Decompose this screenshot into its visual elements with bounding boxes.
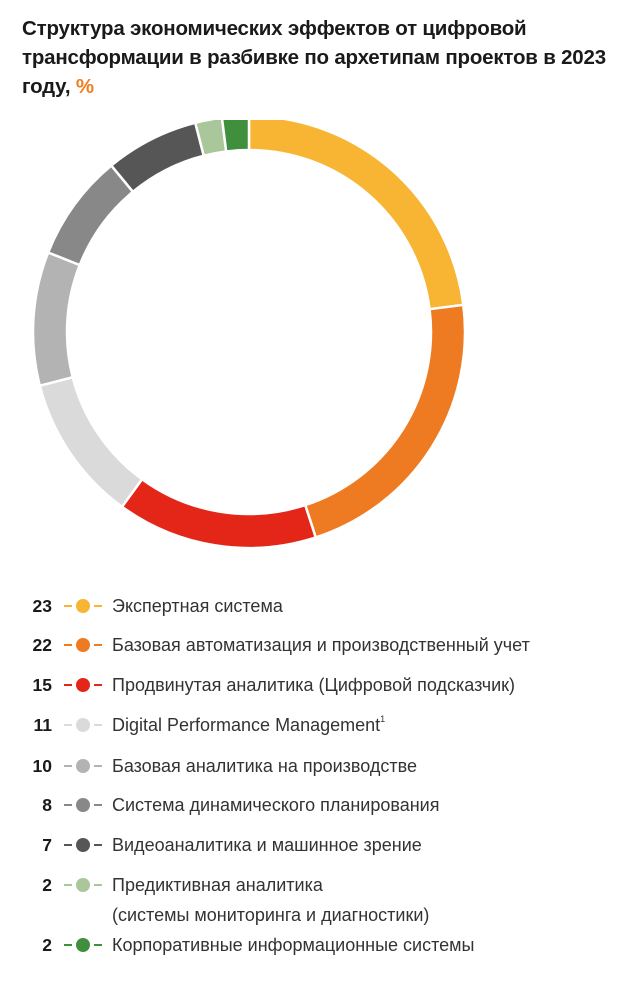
legend-item: 15 Продвинутая аналитика (Цифровой подска… <box>0 670 639 700</box>
donut-slice-7 <box>109 121 206 194</box>
legend-item: 2 Корпоративные информационные системы <box>0 930 639 960</box>
legend-marker-icon <box>64 678 102 692</box>
donut-slice-3 <box>120 477 318 550</box>
legend-label: Экспертная система <box>112 596 283 616</box>
legend-value: 7 <box>42 835 52 855</box>
donut-chart <box>31 120 467 550</box>
legend-marker-icon <box>64 938 102 952</box>
legend-marker-icon <box>64 638 102 652</box>
legend-item: 10 Базовая аналитика на производстве <box>0 751 639 781</box>
legend-label-line2: (системы мониторинга и диагностики) <box>112 905 430 925</box>
legend-item: 7 Видеоаналитика и машинное зрение <box>0 830 639 860</box>
legend-item: 22 Базовая автоматизация и производственн… <box>0 630 639 660</box>
chart-title-unit: % <box>75 75 94 98</box>
legend-marker-icon <box>64 878 102 892</box>
donut-slice-4 <box>38 375 144 509</box>
legend-label: Базовая аналитика на производстве <box>112 756 418 776</box>
legend-label: Digital Performance Management1 <box>112 714 386 736</box>
legend-marker-icon <box>64 718 102 732</box>
legend-value: 15 <box>32 675 52 695</box>
legend-value: 22 <box>32 635 52 655</box>
donut-slice-9 <box>220 120 251 153</box>
donut-slice-5 <box>31 250 82 388</box>
legend-label: Корпоративные информационные системы <box>112 935 475 955</box>
legend-marker-icon <box>64 838 102 852</box>
legend-item: 11 Digital Performance Management1 <box>0 710 639 740</box>
legend-label: Предиктивная аналитика <box>112 875 323 895</box>
legend-value: 11 <box>33 715 53 735</box>
chart-title: Структура экономических эффектов от цифр… <box>22 14 622 101</box>
legend-marker-icon <box>64 759 102 773</box>
legend-label: Система динамического планирования <box>112 795 440 815</box>
donut-slice-2 <box>303 303 467 540</box>
legend-value: 2 <box>42 935 52 955</box>
legend-value: 8 <box>42 795 52 815</box>
legend-label: Видеоаналитика и машинное зрение <box>112 835 422 855</box>
chart-title-text: Структура экономических эффектов от цифр… <box>22 17 606 98</box>
legend-label: Продвинутая аналитика (Цифровой подсказч… <box>112 675 516 695</box>
donut-slice-1 <box>247 120 465 311</box>
legend-value: 2 <box>42 875 52 895</box>
legend-item: 8 Система динамического планирования <box>0 790 639 820</box>
legend-marker-icon <box>64 798 102 812</box>
legend-label: Базовая автоматизация и производственный… <box>112 635 530 655</box>
legend-marker-icon <box>64 599 102 613</box>
legend-value: 10 <box>32 756 52 776</box>
donut-slice-6 <box>46 163 135 267</box>
legend-item: 2 Предиктивная аналитика (системы монитори… <box>0 870 639 925</box>
legend-value: 23 <box>32 596 52 616</box>
footnote-marker: 1 <box>380 714 386 724</box>
legend-item: 23 Экспертная система <box>0 591 639 621</box>
